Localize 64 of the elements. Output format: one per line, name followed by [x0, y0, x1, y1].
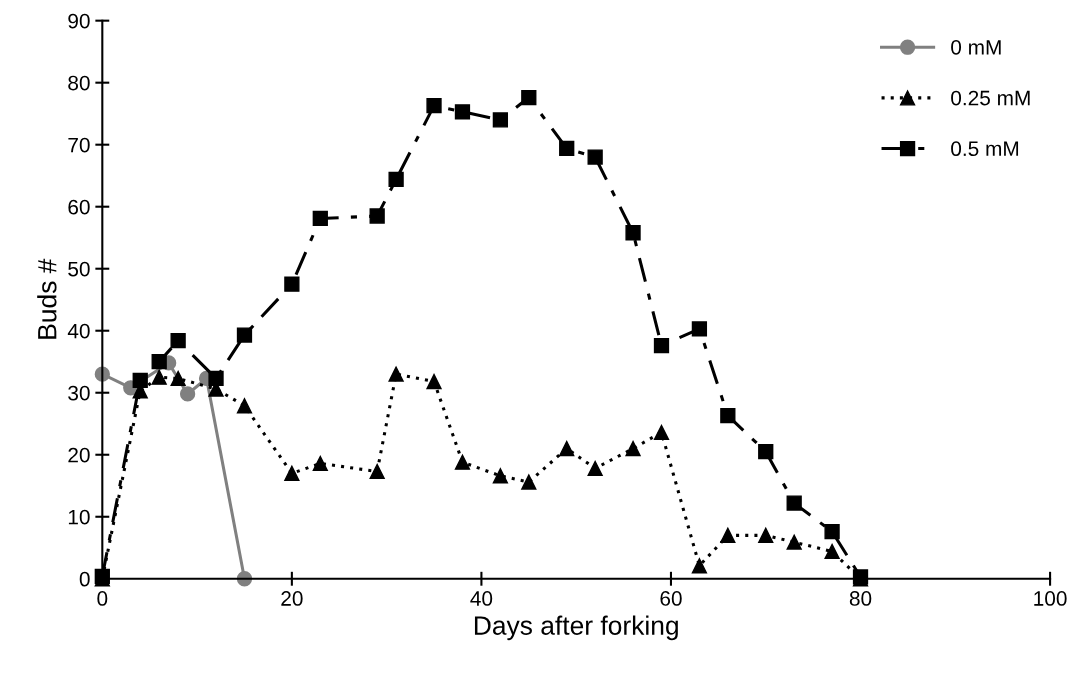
point: [179, 386, 196, 402]
x-tick-label: 0: [97, 591, 108, 606]
point: [170, 333, 186, 349]
point: [388, 171, 404, 188]
y-tick-label: 50: [68, 261, 90, 277]
point: [559, 140, 575, 157]
point: [388, 366, 404, 382]
point: [653, 424, 670, 441]
point: [454, 104, 471, 120]
y-tick-label: 0: [79, 571, 90, 587]
y-tick-label: 60: [68, 199, 90, 215]
point: [132, 372, 148, 388]
point: [236, 327, 253, 343]
point: [824, 543, 840, 560]
x-axis-title: Days after forking: [474, 615, 678, 641]
x-tick-label: 20: [281, 591, 303, 606]
point: [521, 89, 537, 106]
point: [758, 527, 774, 543]
point: [170, 370, 186, 387]
point: [521, 474, 537, 490]
point: [454, 454, 471, 470]
y-tick-label: 20: [68, 447, 90, 463]
point: [559, 440, 575, 457]
y-tick-label: 90: [68, 13, 90, 29]
point: [625, 440, 641, 457]
point: [720, 408, 736, 424]
point: [284, 465, 300, 481]
point: [284, 276, 300, 292]
point: [758, 443, 774, 460]
x-tick-label: 40: [470, 591, 493, 606]
legend-label: 0.25 mM: [951, 90, 1030, 106]
y-axis-title: Buds #: [37, 258, 57, 339]
x-tick-label: 60: [660, 591, 682, 606]
y-tick-label: 10: [68, 509, 90, 525]
point: [492, 112, 509, 128]
point: [625, 225, 641, 241]
legend-label: 0.5 mM: [951, 141, 1019, 157]
point: [492, 468, 509, 484]
legend-label: 0 mM: [951, 39, 1001, 55]
point: [786, 534, 802, 550]
point: [653, 337, 670, 354]
point: [691, 558, 708, 574]
y-tick-label: 40: [67, 323, 90, 339]
point: [587, 460, 603, 477]
point: [369, 208, 385, 224]
y-tick-label: 70: [68, 137, 90, 153]
point: [312, 455, 328, 472]
x-tick-label: 80: [849, 591, 872, 606]
point: [208, 370, 224, 387]
point: [720, 527, 736, 543]
point: [151, 354, 167, 370]
point: [426, 373, 442, 390]
point: [824, 523, 840, 540]
point: [312, 210, 328, 227]
point: [691, 321, 708, 337]
y-tick-label: 30: [68, 385, 90, 401]
point: [426, 97, 442, 114]
point: [786, 495, 802, 511]
x-tick-label: 100: [1034, 591, 1067, 606]
point: [369, 463, 385, 480]
point: [151, 369, 167, 385]
point: [587, 149, 603, 165]
point: [236, 398, 253, 414]
y-tick-label: 80: [68, 75, 90, 91]
